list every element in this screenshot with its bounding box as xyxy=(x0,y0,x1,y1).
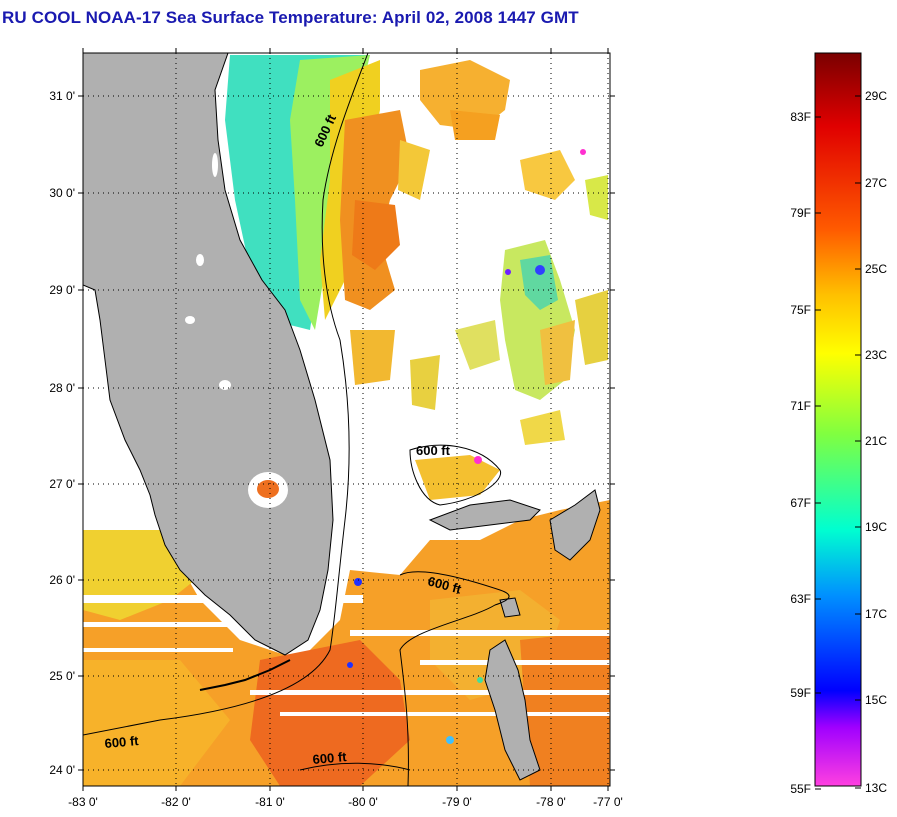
lat-tick-label: 28 0' xyxy=(49,381,75,395)
contour-label-south: 600 ft xyxy=(312,749,348,767)
colorbar-gradient xyxy=(814,52,862,787)
contour-label-southwest: 600 ft xyxy=(104,733,140,751)
colorbar-f-label: 71F xyxy=(790,399,811,413)
lat-tick-label: 26 0' xyxy=(49,573,75,587)
lat-tick-label: 25 0' xyxy=(49,669,75,683)
colorbar-c-label: 27C xyxy=(865,176,887,190)
graticule xyxy=(83,53,610,786)
lon-tick-label: -81 0' xyxy=(255,795,285,809)
lat-tick-label: 30 0' xyxy=(49,186,75,200)
lon-tick-label: -77 0' xyxy=(593,795,623,809)
lat-tick-label: 27 0' xyxy=(49,477,75,491)
lon-tick-label: -78 0' xyxy=(536,795,566,809)
colorbar-c-label: 25C xyxy=(865,262,887,276)
map-axes: 31 0' 30 0' 29 0' 28 0' 27 0' 26 0' 25 0' 24 0'… xyxy=(49,48,623,809)
colorbar: 83F 79F 75F 71F 67F 63F 59F 55F 29C 27C 25C 23C 21C 1… xyxy=(790,52,887,796)
colorbar-c-label: 19C xyxy=(865,520,887,534)
colorbar-f-label: 55F xyxy=(790,782,811,796)
lon-tick-label: -80 0' xyxy=(348,795,378,809)
colorbar-c-label: 21C xyxy=(865,434,887,448)
colorbar-f-label: 79F xyxy=(790,206,811,220)
lat-tick-label: 24 0' xyxy=(49,763,75,777)
lat-tick-label: 31 0' xyxy=(49,89,75,103)
isobath-600ft xyxy=(83,53,510,786)
colorbar-f-label: 83F xyxy=(790,110,811,124)
colorbar-f-label: 63F xyxy=(790,592,811,606)
colorbar-c-label: 23C xyxy=(865,348,887,362)
colorbar-f-label: 75F xyxy=(790,303,811,317)
contour-label-bahamas: 600 ft xyxy=(416,443,451,458)
colorbar-f-label: 59F xyxy=(790,686,811,700)
colorbar-f-label: 67F xyxy=(790,496,811,510)
land-layer xyxy=(83,53,601,781)
map-frame xyxy=(82,52,611,787)
colorbar-c-label: 13C xyxy=(865,781,887,795)
colorbar-c-label: 17C xyxy=(865,607,887,621)
map-title: RU COOL NOAA-17 Sea Surface Temperature:… xyxy=(2,8,579,27)
lon-tick-label: -79 0' xyxy=(442,795,472,809)
colorbar-c-label: 29C xyxy=(865,89,887,103)
lat-tick-label: 29 0' xyxy=(49,283,75,297)
lon-tick-label: -83 0' xyxy=(68,795,98,809)
colorbar-c-label: 15C xyxy=(865,693,887,707)
lon-tick-label: -82 0' xyxy=(161,795,191,809)
